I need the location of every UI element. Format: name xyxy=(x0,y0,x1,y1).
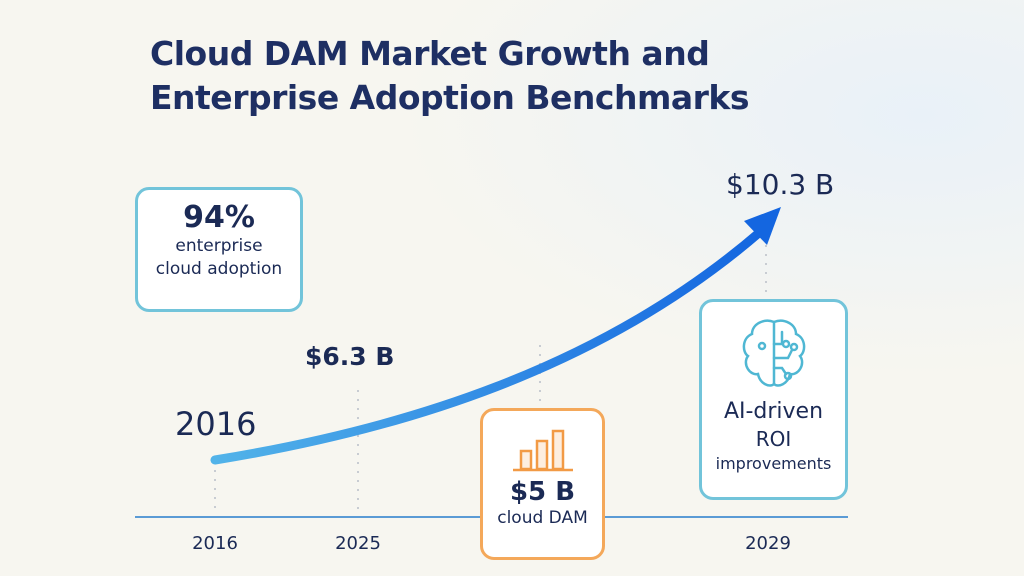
bar-chart-icon xyxy=(512,429,573,472)
value-2029-label: $10.3 B xyxy=(726,168,835,201)
x-tick-2029: 2029 xyxy=(745,533,791,554)
title-line-1: Cloud DAM Market Growth and xyxy=(150,34,710,73)
dam-callout: $5 B cloud DAM xyxy=(480,408,605,560)
adoption-line-1: enterprise xyxy=(175,236,263,256)
x-tick-2025: 2025 xyxy=(335,533,381,554)
arrow-head xyxy=(744,207,781,245)
ai-line-3: improvements xyxy=(715,454,832,473)
ai-roi-callout: AI-driven ROI improvements xyxy=(699,299,848,500)
brain-circuit-icon xyxy=(742,319,805,387)
title-line-2: Enterprise Adoption Benchmarks xyxy=(150,78,749,117)
x-tick-2016: 2016 xyxy=(192,533,238,554)
start-year-label: 2016 xyxy=(175,405,257,443)
page-title: Cloud DAM Market Growth and Enterprise A… xyxy=(150,32,749,120)
ai-line-2: ROI xyxy=(755,427,792,451)
adoption-value: 94% xyxy=(183,200,255,235)
adoption-line-2: cloud adoption xyxy=(155,259,283,279)
adoption-callout: 94% enterprise cloud adoption xyxy=(135,187,303,312)
dam-label: cloud DAM xyxy=(497,508,588,528)
value-2025-label: $6.3 B xyxy=(305,342,395,371)
growth-curve xyxy=(210,227,765,465)
ai-line-1: AI-driven xyxy=(723,399,824,424)
dam-value: $5 B xyxy=(509,477,576,507)
